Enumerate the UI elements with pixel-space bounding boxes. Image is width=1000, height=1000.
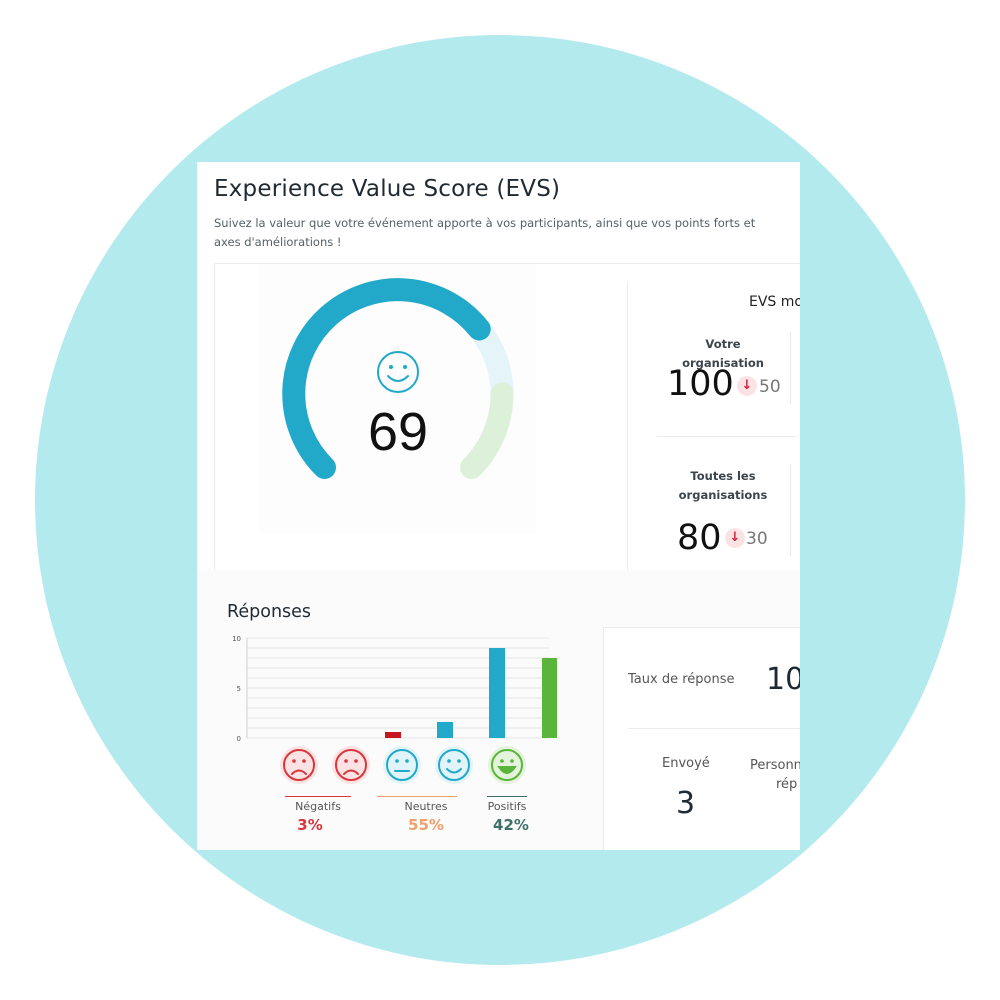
gauge-value-arc [282,278,491,479]
bar-4 [489,648,505,738]
smiley-face-icon [435,746,473,784]
neutral-face-icon [383,746,421,784]
card-divider [627,282,628,572]
org-value: 100 [667,364,734,404]
positives-percent: 42% [493,816,529,834]
all-orgs-label: Toutes les organisations [678,469,768,502]
gauge-svg: 69 [282,278,514,479]
evs-gauge: 69 [259,264,537,534]
arrow-down-icon: ↓ [737,376,757,396]
sad-face-icon [332,746,370,784]
gauge-track-green [460,382,514,479]
org-delta: 50 [759,377,781,397]
evs-score-card: 69 EVS mo Votre organisation 100 ↓ 50 To… [214,263,800,572]
smiley-icon [377,351,419,393]
bar-3 [437,722,453,738]
negatives-label: Négatifs [295,800,341,813]
neutrals-line [377,796,457,797]
positives-line [487,796,527,797]
stat-separator [657,436,797,437]
page-title: Experience Value Score (EVS) [214,176,561,202]
persons-responded-label: Personn rép [750,758,800,792]
bar-2 [385,732,401,738]
y-tick-label: 10 [232,635,241,643]
negatives-line [285,796,351,797]
y-tick-label: 0 [237,735,241,742]
arrow-down-icon: ↓ [725,528,745,548]
evs-heading: EVS mo [749,294,800,310]
rate-separator [628,728,800,729]
response-rate-value: 10 [766,662,800,697]
bar-5 [542,658,557,738]
neutrals-label: Neutres [404,800,448,813]
page-subtitle: Suivez la valeur que votre événement app… [214,216,756,249]
negatives-percent: 3% [297,816,323,834]
stat-divider [790,464,791,556]
sent-label: Envoyé [662,756,710,771]
neutrals-percent: 55% [408,816,444,834]
org-label: Votre organisation [682,337,764,370]
response-rate-label: Taux de réponse [628,672,735,687]
all-orgs-delta: 30 [746,529,768,549]
laughing-face-icon [488,746,526,784]
responses-bar-chart: 0 5 10 [232,635,557,742]
y-tick-label: 5 [237,685,241,693]
very-sad-face-icon [280,746,318,784]
all-orgs-value: 80 [677,518,722,558]
gauge-score: 69 [368,402,428,462]
positives-label: Positifs [487,800,527,813]
sent-value: 3 [676,786,696,821]
response-rate-card: Taux de réponse 10 Envoyé 3 Personn rép [603,627,800,850]
stat-divider [790,332,791,404]
evs-panel: Experience Value Score (EVS) Suivez la v… [197,162,800,850]
responses-title: Réponses [227,602,312,622]
